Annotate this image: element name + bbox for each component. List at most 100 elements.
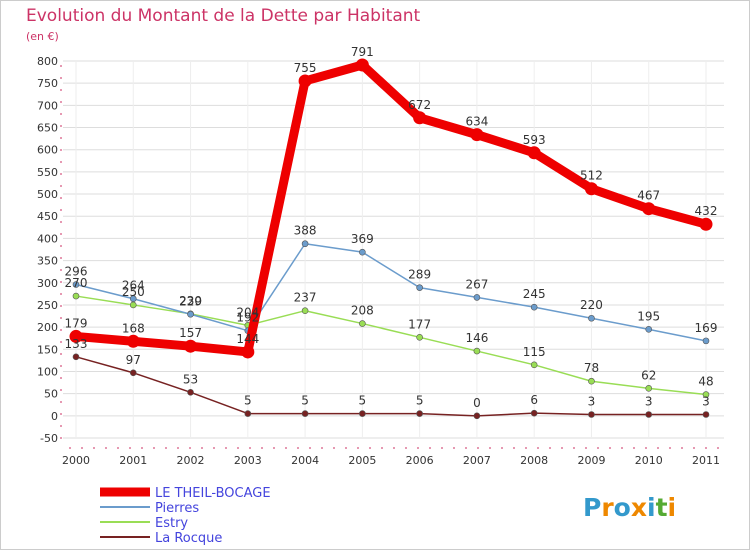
data-label: 755: [294, 61, 317, 75]
logo-letter: r: [601, 493, 614, 522]
data-point: [359, 410, 366, 417]
data-point: [359, 248, 366, 256]
logo-letter: x: [631, 493, 647, 522]
data-point: [645, 385, 653, 392]
data-label: 192: [236, 311, 259, 325]
y-tick-label: 450: [37, 210, 58, 223]
data-label: 169: [695, 321, 718, 335]
data-label: 467: [637, 189, 660, 203]
data-label: 791: [351, 45, 374, 59]
data-label: 0: [473, 396, 481, 410]
y-tick-label: 650: [37, 122, 58, 135]
data-point: [126, 334, 140, 348]
series-line-pierres: [75, 242, 707, 342]
data-point: [72, 353, 80, 361]
y-tick-label: 150: [37, 343, 58, 356]
y-tick-label: 600: [37, 144, 58, 157]
y-tick-label: 50: [44, 388, 58, 401]
data-point: [359, 320, 366, 327]
data-label: 432: [695, 204, 718, 218]
data-label: 593: [523, 133, 546, 147]
legend-label: LE THEIL-BOCAGE: [155, 486, 271, 501]
data-label: 179: [65, 316, 88, 330]
data-point: [129, 295, 137, 303]
data-point: [355, 58, 369, 72]
data-label: 208: [351, 304, 374, 318]
data-label: 672: [408, 98, 431, 112]
data-point: [702, 391, 710, 398]
data-point: [244, 410, 252, 417]
y-tick-label: 0: [51, 410, 58, 423]
data-point: [72, 281, 80, 288]
logo-letter: P: [583, 493, 601, 522]
data-label: 5: [416, 394, 424, 408]
data-point: [530, 409, 538, 417]
data-label: 62: [641, 368, 656, 382]
data-point: [129, 369, 137, 377]
data-label: 78: [584, 361, 599, 375]
y-tick-label: 300: [37, 277, 58, 290]
data-point: [473, 412, 481, 420]
data-label: 512: [580, 169, 603, 183]
series-line-le-theil-bocage: [71, 60, 711, 357]
y-tick-label: 100: [37, 365, 58, 378]
data-label: 289: [408, 268, 431, 282]
data-point: [301, 307, 309, 315]
x-tick-label: 2006: [406, 454, 434, 467]
data-point: [187, 389, 194, 396]
data-label: 3: [702, 394, 710, 408]
y-tick-label: 500: [37, 188, 58, 201]
data-label: 267: [465, 277, 488, 291]
data-point: [416, 284, 423, 291]
x-tick-label: 2001: [119, 454, 147, 467]
legend-label: Estry: [155, 516, 188, 531]
data-label: 3: [588, 394, 596, 408]
data-label: 5: [359, 394, 367, 408]
data-point: [642, 202, 656, 216]
logo-letter: i: [668, 493, 677, 522]
chart-subtitle: (en €): [26, 30, 59, 43]
y-tick-label: 750: [37, 77, 58, 90]
data-label: 204: [236, 305, 259, 319]
data-point: [413, 111, 427, 125]
data-label: 146: [465, 331, 488, 345]
logo-text: Proxiti: [583, 493, 676, 522]
data-point: [184, 339, 198, 353]
x-tick-label: 2009: [577, 454, 605, 467]
data-point: [69, 329, 83, 343]
data-point: [645, 326, 653, 333]
data-point: [72, 292, 80, 300]
data-point: [416, 410, 423, 417]
x-tick-label: 2008: [520, 454, 548, 467]
x-tick-label: 2000: [62, 454, 90, 467]
data-label: 230: [179, 294, 202, 308]
data-point: [530, 361, 538, 369]
data-point: [584, 182, 598, 196]
data-label: 369: [351, 232, 374, 246]
logo-letter: i: [647, 493, 656, 522]
x-tick-label: 2005: [348, 454, 376, 467]
data-label: 229: [179, 294, 202, 308]
data-label: 133: [65, 337, 88, 351]
data-label: 634: [465, 115, 488, 129]
logo-letter: t: [656, 493, 668, 522]
series-line-la-rocque: [75, 356, 707, 417]
y-tick-label: 700: [37, 99, 58, 112]
data-label: 144: [236, 332, 259, 346]
data-label: 6: [530, 393, 538, 407]
data-point: [699, 217, 713, 231]
data-point: [473, 347, 481, 355]
data-point: [530, 303, 538, 311]
y-tick-label: 800: [37, 55, 58, 68]
x-tick-label: 2011: [692, 454, 720, 467]
y-tick-label: 550: [37, 166, 58, 179]
data-label: 97: [126, 353, 141, 367]
data-label: 115: [523, 345, 546, 359]
logo-letter: o: [614, 493, 631, 522]
data-point: [298, 74, 312, 88]
data-point: [473, 294, 481, 301]
data-label: 157: [179, 326, 202, 340]
data-point: [129, 301, 137, 309]
